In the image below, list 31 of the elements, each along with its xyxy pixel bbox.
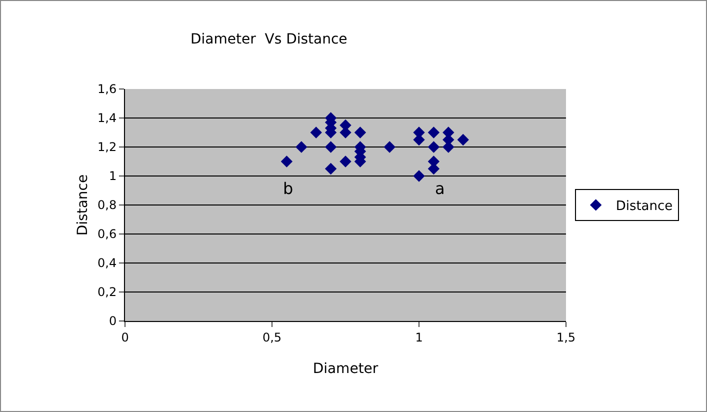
y-tick-label: 1,6 (98, 82, 117, 96)
point (310, 126, 322, 138)
x-axis-title: Diameter (312, 361, 378, 377)
chart-title: Diameter Vs Distance (190, 32, 348, 48)
y-tick-label: 0,8 (98, 198, 117, 212)
x-tick-label: 0 (121, 330, 129, 344)
point (457, 134, 469, 146)
x-tick-label: 1,5 (556, 330, 576, 344)
y-tick-label: 1,4 (98, 111, 117, 126)
point (296, 141, 308, 153)
x-tick-label: 1 (415, 330, 423, 344)
y-tick-label: 0,4 (98, 256, 117, 270)
annotation: b (283, 179, 294, 198)
point (413, 170, 425, 182)
annotation: a (435, 179, 445, 198)
y-tick-label: 0,6 (98, 227, 117, 242)
x-tick-label: 0,5 (262, 330, 282, 344)
y-tick-label: 0,2 (98, 285, 117, 300)
point (428, 141, 440, 153)
y-axis-title: Distance (75, 174, 91, 236)
legend-label: Distance (616, 199, 673, 214)
point (354, 126, 366, 138)
point (384, 141, 396, 153)
point (324, 141, 337, 153)
y-tick-label: 0 (108, 314, 117, 328)
point (340, 156, 352, 168)
point (324, 162, 337, 175)
point (428, 126, 440, 138)
y-tick-label: 1,2 (98, 140, 117, 154)
y-tick-label: 1 (108, 169, 117, 184)
point (280, 156, 293, 168)
